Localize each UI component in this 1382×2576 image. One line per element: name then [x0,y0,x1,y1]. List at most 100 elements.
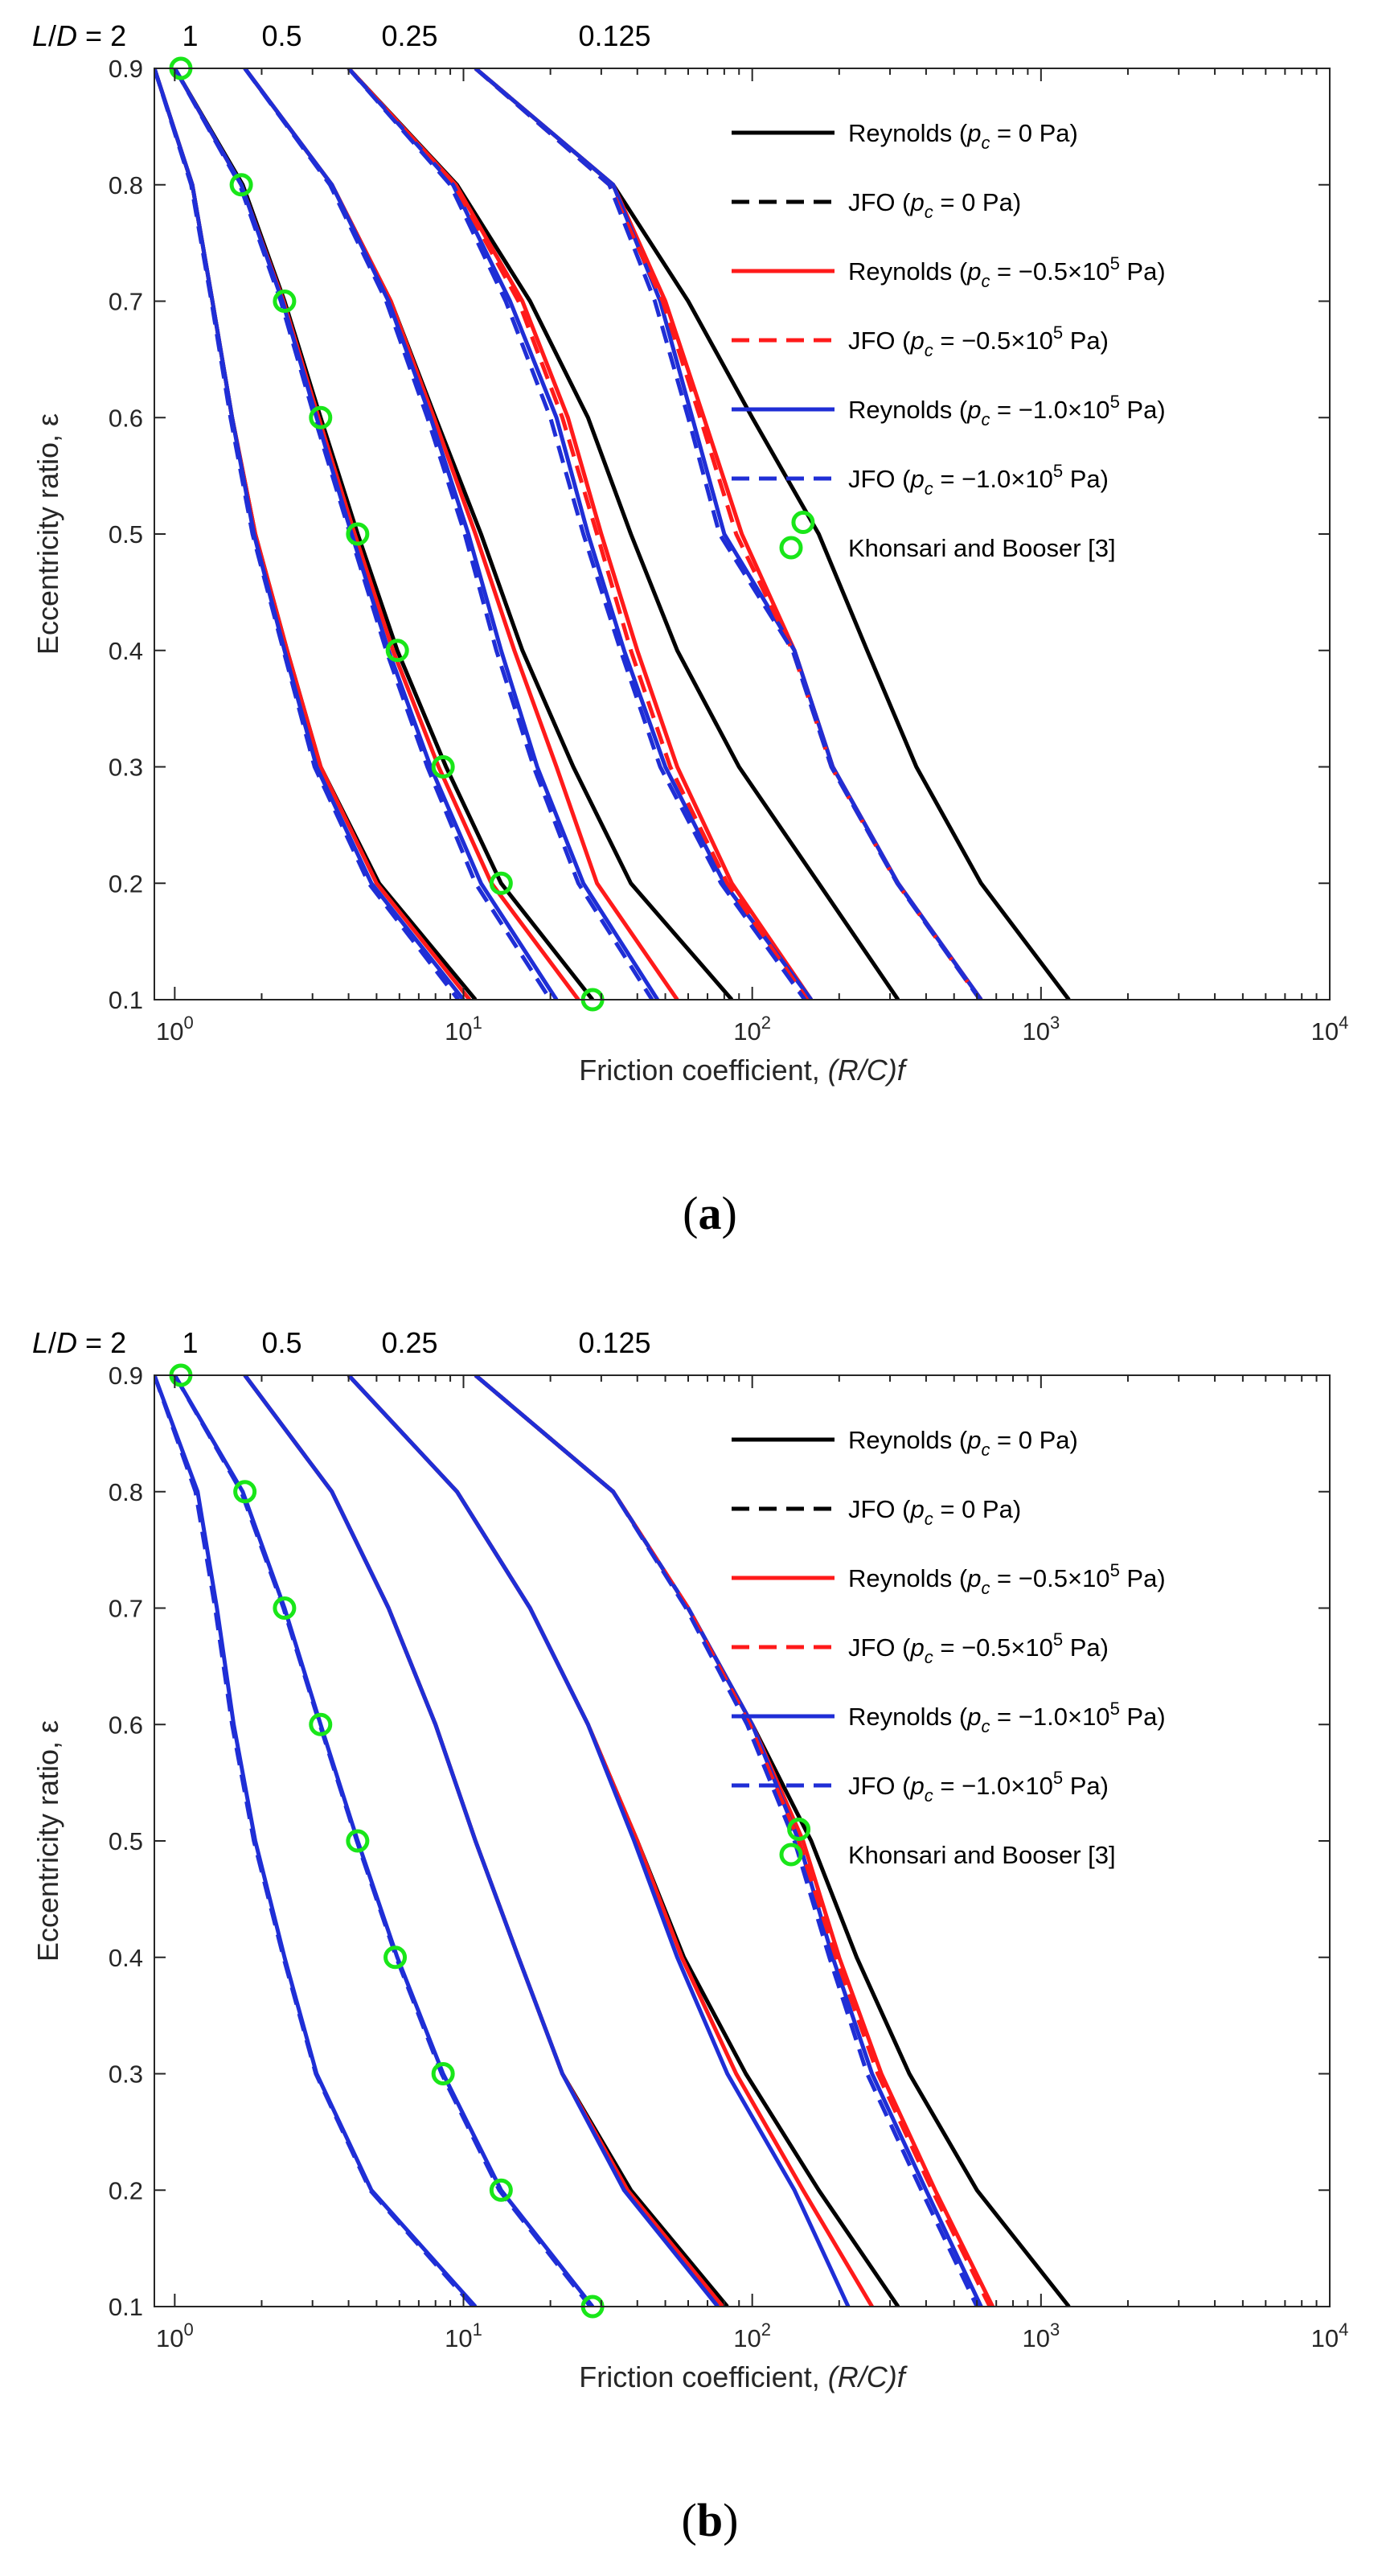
axes-frame [154,1374,1331,2307]
series-line-1 [154,1375,478,2307]
series-line-1 [154,68,478,1000]
ld-label: 0.25 [382,1326,438,1359]
y-axis-label: Eccentricity ratio, ε [31,413,64,655]
y-tick-label: 0.9 [109,1362,143,1390]
marker-point-7 [431,755,455,779]
y-tick-label: 0.7 [109,1595,143,1623]
y-tick-label: 0.7 [109,288,143,316]
legend-entry: JFO (pc = 0 Pa) [848,1495,1021,1529]
x-tick-label: 102 [733,2319,771,2352]
series-line-21 [474,68,982,1000]
series-line-11 [243,68,660,1000]
series-group [154,68,1071,1000]
ld-label: 0.5 [261,1326,301,1359]
marker-point-5 [346,522,370,546]
x-tick-label: 100 [156,1013,194,1046]
legend-entry: JFO (pc = −1.0×105 Pa) [848,461,1109,499]
series-line-4 [154,68,461,1000]
series-line-6 [243,1375,724,2307]
legend-entry: JFO (pc = −1.0×105 Pa) [848,1768,1109,1806]
y-tick-label: 0.8 [109,1478,143,1506]
y-axis-label: Eccentricity ratio, ε [31,1720,64,1962]
legend-entry: JFO (pc = −0.5×105 Pa) [848,1629,1109,1667]
marker-point-8 [489,871,513,895]
legend-entry: Khonsari and Booser [3] [848,534,1116,562]
legend-marker [779,1843,803,1867]
marker-point-4 [309,1712,333,1736]
series-line-13 [347,68,900,1000]
y-tick-label: 0.4 [109,1944,143,1972]
ld-header-label: L/D = 2 [32,1326,126,1359]
x-tick-label: 101 [445,1013,482,1046]
series-line-7 [243,1375,720,2307]
y-tick-label: 0.5 [109,1827,143,1855]
legend-entry: JFO (pc = 0 Pa) [848,188,1021,222]
marker-point-2 [233,1480,257,1504]
legend-entry: Reynolds (pc = −1.0×105 Pa) [848,1699,1166,1736]
y-tick-label: 0.3 [109,754,143,782]
chart-panel-a: 0.1 0.2 0.3 0.4 0.5 0.6 0.7 0.8 0.9 100 101 102 103 1… [31,19,1348,1239]
ld-label: 0.125 [578,1326,650,1359]
x-axis-label: Friction coefficient, (R/C)f [579,1054,908,1087]
series-line-8 [173,68,552,1000]
series-line-22 [474,68,982,1000]
series-line-2 [154,1375,475,2307]
y-tick-label: 0.2 [109,869,143,898]
y-tick-label: 0.4 [109,637,143,665]
marker-point-10 [787,1818,811,1842]
marker-point-10 [791,511,815,535]
x-tick-label: 104 [1311,1013,1349,1046]
legend-entry: JFO (pc = −0.5×105 Pa) [848,323,1109,360]
legend-entry: Reynolds (pc = −0.5×105 Pa) [848,253,1166,291]
y-tick-label: 0.3 [109,2060,143,2089]
legend-entry: Reynolds (pc = 0 Pa) [848,119,1078,153]
x-tick-label: 102 [733,1013,771,1046]
legend-marker [779,536,803,560]
legend-entry: Khonsari and Booser [3] [848,1841,1116,1869]
ld-label: 0.125 [578,19,650,52]
y-tick-label: 0.1 [109,2293,143,2321]
series-line-4 [173,1375,593,2307]
series-line-16 [347,68,810,1000]
marker-point-5 [346,1829,370,1853]
series-line-3 [154,68,465,1000]
marker-point-6 [383,1945,408,1970]
y-tick-label: 0.1 [109,986,143,1014]
series-line-15 [347,68,814,1000]
series-line-2 [154,68,472,1000]
legend-entry: Reynolds (pc = 0 Pa) [848,1426,1078,1460]
series-line-10 [347,1375,851,2307]
x-tick-label: 104 [1311,2319,1349,2352]
ld-label: 0.5 [261,19,301,52]
marker-point-3 [273,1596,297,1620]
marker-point-7 [431,2062,455,2085]
series-line-18 [474,68,1071,1000]
series-line-17 [347,68,807,1000]
ld-label: 1 [182,19,198,52]
chart-panel-b: 0.1 0.2 0.3 0.4 0.5 0.6 0.7 0.8 0.9 100 101 102 103 1… [31,1326,1348,2546]
ld-label: 0.25 [382,19,438,52]
ld-header-label: L/D = 2 [32,19,126,52]
ld-label: 1 [182,1326,198,1359]
y-tick-label: 0.2 [109,2176,143,2204]
marker-point-3 [273,290,297,313]
y-tick-label: 0.5 [109,520,143,548]
panel-label: (b) [682,2494,739,2546]
series-line-3 [173,1375,595,2307]
marker-point-4 [309,405,333,429]
y-tick-label: 0.9 [109,55,143,83]
x-tick-label: 101 [445,2319,482,2352]
y-tick-label: 0.6 [109,404,143,432]
marker-point-8 [489,2178,513,2202]
series-line-5 [173,68,595,1000]
y-tick-label: 0.6 [109,1711,143,1739]
marker-point-2 [229,173,253,197]
y-tick-label: 0.8 [109,171,143,199]
series-line-8 [347,1375,900,2307]
x-tick-label: 103 [1022,2319,1060,2352]
panel-label: (a) [683,1187,737,1239]
marker-point-6 [385,639,409,663]
x-tick-label: 100 [156,2319,194,2352]
x-axis-label: Friction coefficient, (R/C)f [579,2360,908,2393]
